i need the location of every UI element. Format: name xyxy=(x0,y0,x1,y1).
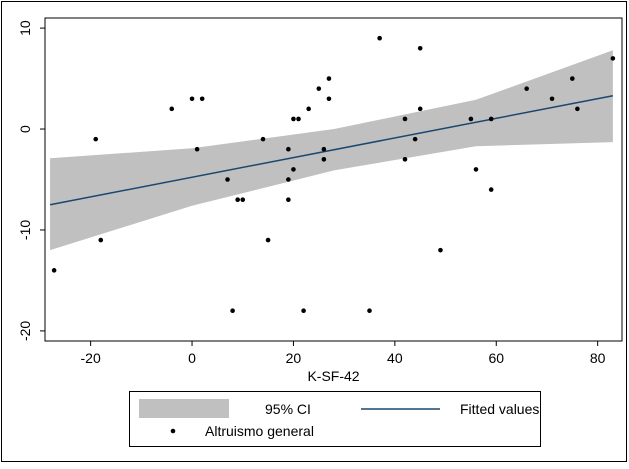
x-tick-label: 60 xyxy=(488,350,504,366)
point xyxy=(438,247,443,253)
x-tick-label: -20 xyxy=(81,350,101,366)
x-tick-label: 40 xyxy=(387,350,403,366)
y-tick-label: 0 xyxy=(17,125,33,133)
point xyxy=(412,136,418,142)
legend-label: Fitted values xyxy=(460,401,539,417)
point xyxy=(265,237,271,243)
point xyxy=(189,96,195,102)
point xyxy=(301,308,306,314)
legend-label: 95% CI xyxy=(265,401,311,417)
y-tick-label: -20 xyxy=(17,321,33,341)
point xyxy=(326,96,332,102)
x-tick-label: 20 xyxy=(286,350,302,366)
point xyxy=(321,146,327,152)
point xyxy=(291,116,296,122)
point xyxy=(93,136,99,142)
point xyxy=(575,106,580,112)
point xyxy=(235,197,240,202)
point xyxy=(473,167,479,172)
point xyxy=(402,157,408,162)
point xyxy=(316,86,322,91)
fitted-line xyxy=(49,94,614,206)
point xyxy=(377,35,382,41)
point xyxy=(51,268,57,273)
y-tick-label: -10 xyxy=(17,220,33,240)
point xyxy=(286,177,291,182)
point xyxy=(296,116,301,122)
point xyxy=(326,76,332,81)
point xyxy=(417,106,423,112)
point xyxy=(488,187,494,192)
point xyxy=(260,136,266,142)
point xyxy=(610,56,616,61)
point xyxy=(286,146,291,152)
point xyxy=(524,86,529,91)
y-tick-label: 10 xyxy=(17,20,33,36)
x-axis-label: K-SF-42 xyxy=(307,368,359,384)
point xyxy=(240,197,246,202)
point xyxy=(321,157,327,162)
point xyxy=(225,177,230,182)
point xyxy=(367,308,372,314)
point xyxy=(417,45,423,51)
point xyxy=(488,116,494,122)
point xyxy=(291,167,296,172)
point xyxy=(169,106,175,112)
point xyxy=(194,146,200,152)
x-tick-label: 0 xyxy=(188,350,196,366)
point xyxy=(468,116,474,122)
point xyxy=(230,308,235,314)
point xyxy=(402,116,408,122)
point xyxy=(199,96,205,102)
point xyxy=(570,76,575,81)
x-tick-label: 80 xyxy=(590,350,606,366)
legend-swatch xyxy=(139,399,229,418)
legend-label: Altruismo general xyxy=(205,423,314,439)
point xyxy=(286,197,291,202)
point xyxy=(549,96,555,102)
legend-dot xyxy=(170,428,176,434)
point xyxy=(98,237,104,243)
point xyxy=(306,106,311,112)
